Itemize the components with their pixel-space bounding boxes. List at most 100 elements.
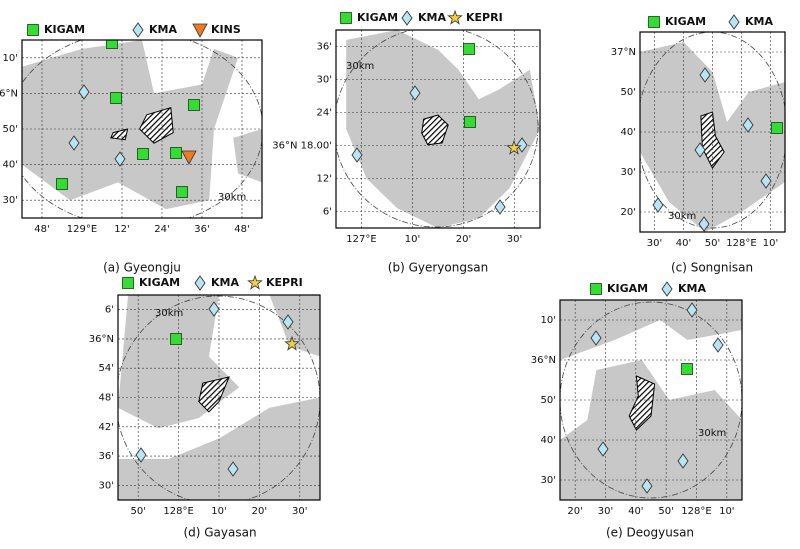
kigam-marker [176,186,188,198]
x-tick-label: 128°E [163,506,193,517]
y-tick-label: 40' [3,160,18,171]
y-tick-label: 30' [3,195,18,206]
kigam-marker [464,116,476,128]
legend-label: KMA [211,276,239,289]
map-frame [639,31,786,233]
legend-label: KIGAM [139,276,180,289]
y-tick-label: 30' [99,480,114,491]
x-tick-label: 30' [292,506,307,517]
panel-caption: (b) Gyeryongsan [388,261,488,275]
kma-marker [712,337,724,353]
range-circle [560,301,742,499]
kma-marker [652,197,664,213]
kma-marker [677,453,689,469]
kma-marker [728,14,740,30]
map-frame [21,39,263,219]
y-tick-label: 36°N [89,334,114,345]
kma-marker [132,22,144,38]
kepri-marker [447,9,463,25]
kma-marker [135,447,147,463]
map-content [118,295,320,500]
kigam-marker [106,40,118,49]
x-tick-label: 20' [252,506,267,517]
scale-label: 30km [155,308,183,319]
kigam-marker [188,99,200,111]
kma-marker [516,137,528,153]
kma-marker [401,10,413,26]
x-tick-label: 20' [456,234,471,245]
map-content [22,40,262,218]
y-tick-label: 36°N [0,88,18,99]
kins-marker [181,150,197,165]
map-panel: 20' 30' 40' 50' 128°E 10' 10' 36°N 50' 40' 30' 30km… [531,281,743,540]
scale-label: 30km [346,61,374,72]
map-panel: 50' 128°E 10' 20' 30' 6' 36°N 54' 48' 42' 36' 30' 30… [89,274,321,540]
x-tick-label: 20' [567,506,582,517]
x-tick-label: 50' [130,506,145,517]
kma-marker [282,314,294,330]
y-tick-label: 36' [99,451,114,462]
kma-marker [114,151,126,167]
y-tick-label: 6' [323,207,332,218]
y-tick-label: 48' [99,393,114,404]
kma-marker [351,147,363,163]
panel-caption: (e) Deogyusan [606,526,694,540]
x-tick-label: 10' [719,506,734,517]
legend-label: KMA [678,282,706,295]
y-tick-label: 50' [621,87,636,98]
x-tick-label: 10' [763,238,778,249]
y-tick-label: 36°N 18.00' [272,141,332,152]
x-tick-label: 30' [647,238,662,249]
kigam-marker [771,122,783,134]
range-circle [336,30,539,228]
x-tick-label: 24' [154,224,169,235]
hatched-area [110,128,129,141]
kigam-marker [110,92,122,104]
terrain-area [269,295,320,357]
kigam-marker [137,148,149,160]
y-tick-label: 30' [621,167,636,178]
range-circle [118,295,320,500]
kma-marker [686,302,698,318]
hatched-area [421,114,449,146]
map-content [640,32,785,232]
kigam-marker [340,12,352,24]
range-circle [640,32,785,229]
legend-label: KIGAM [44,23,85,36]
y-tick-label: 50' [541,395,556,406]
kma-marker [699,67,711,83]
kma-marker [597,441,609,457]
kma-marker [227,461,239,477]
map-panel: 48' 129°E 12' 24' 36' 48' 10' 36°N 50' 40' 30' 30km… [0,22,263,275]
y-tick-label: 54' [99,363,114,374]
legend-label: KMA [418,11,446,24]
kma-marker [78,84,90,100]
hatched-area [198,376,230,413]
kma-marker [760,173,772,189]
legend-label: KEPRI [466,11,503,24]
x-tick-label: 48' [34,224,49,235]
kma-marker [641,478,653,494]
x-tick-label: 128°E [726,238,756,249]
x-tick-label: 50' [705,238,720,249]
kma-marker [494,199,506,215]
panel-caption: (c) Songnisan [671,261,753,275]
kepri-marker [506,139,522,155]
y-tick-label: 30' [317,75,332,86]
legend-label: KMA [149,23,177,36]
y-tick-label: 40' [541,435,556,446]
x-tick-label: 48' [234,224,249,235]
kma-marker [590,330,602,346]
kigam-marker [463,43,475,55]
x-tick-label: 36' [194,224,209,235]
terrain-area [22,40,238,210]
kigam-marker [681,363,693,375]
legend-label: KIGAM [665,15,706,28]
x-tick-label: 129°E [67,224,97,235]
map-panel: 127°E 10' 20' 30' 36' 30' 24' 36°N 18.00' 12' 6' 3… [272,9,541,275]
legend-label: KEPRI [266,276,303,289]
y-tick-label: 10' [3,53,18,64]
map-content [336,30,540,228]
x-tick-label: 40' [676,238,691,249]
hatched-area [138,106,174,144]
